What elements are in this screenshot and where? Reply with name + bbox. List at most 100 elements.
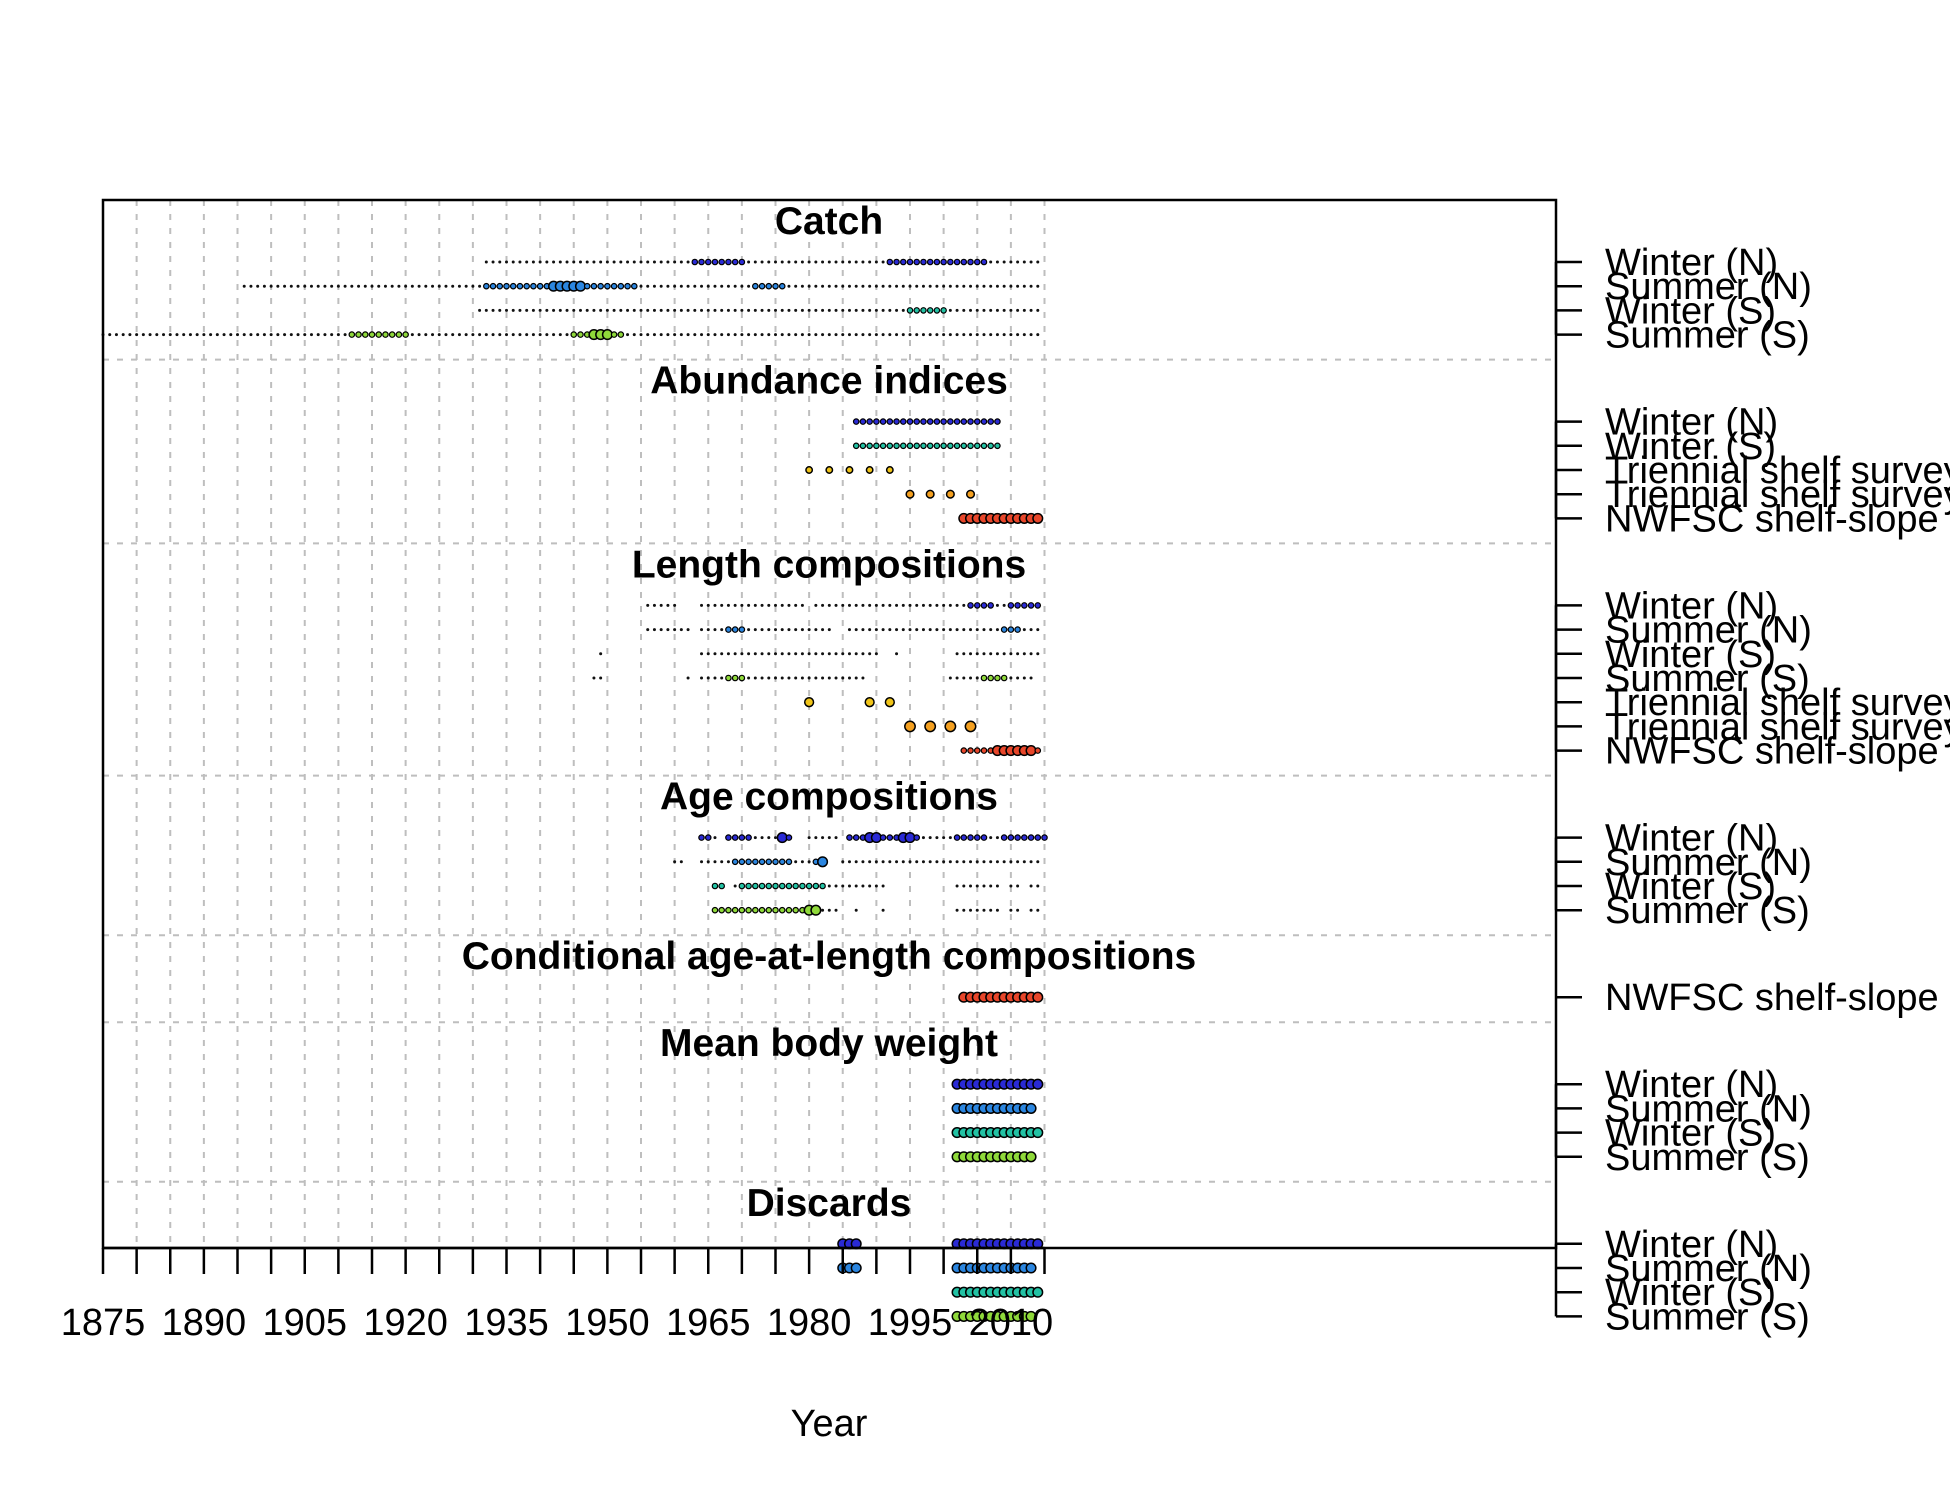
data-point [995,908,999,912]
data-point [471,284,475,288]
section-title-discards: Discards [747,1182,912,1225]
data-point [885,466,894,474]
data-point [821,628,825,632]
data-point [1014,602,1021,609]
data-point [242,284,246,288]
section-title-abundance-indices: Abundance indices [650,360,1008,403]
data-point [155,333,159,337]
data-point [1029,284,1033,288]
data-row-age-compositions-summer-n [673,856,1040,868]
data-point [731,858,739,866]
data-point [841,860,845,864]
data-point [256,333,260,337]
data-point [953,418,961,425]
data-point [854,284,858,288]
data-point [881,860,885,864]
data-point [819,882,826,890]
data-point [994,442,1001,450]
data-point [868,603,872,607]
data-point [747,652,751,656]
data-point [945,489,955,499]
data-point [289,284,293,288]
data-point [738,674,746,682]
data-point [747,284,751,288]
data-point [639,333,643,337]
data-point [960,747,968,754]
data-point [899,418,907,425]
data-point [947,418,954,425]
data-point [565,308,569,312]
data-point [437,284,441,288]
data-point [821,676,825,680]
data-point [108,333,112,337]
data-point [574,280,587,292]
data-point [673,260,677,264]
data-point [955,860,959,864]
data-point [698,834,705,841]
data-point [780,603,784,607]
data-point [973,418,981,425]
data-point [955,628,959,632]
data-point [827,333,831,337]
x-tick-label: 1950 [565,1302,650,1344]
data-point [283,333,287,337]
fleet-label-summer-s: Summer (S) [1605,315,1810,357]
data-point [834,284,838,288]
data-point [915,603,919,607]
data-point [1029,260,1033,264]
data-point [881,260,885,264]
data-point [975,676,979,680]
data-point [202,333,206,337]
data-point [597,282,604,290]
data-point [847,860,851,864]
data-point [841,676,845,680]
data-point [632,308,636,312]
data-point [531,333,535,337]
data-point [800,260,804,264]
data-point [256,284,260,288]
data-point [330,284,334,288]
data-point [659,628,663,632]
data-point [585,308,589,312]
data-point [604,282,611,290]
data-point [980,258,988,266]
data-point [1016,260,1020,264]
data-row-abundance-indices-triennial-shelf-survey-late [905,489,976,499]
data-point [646,628,650,632]
data-point [444,333,448,337]
data-point [854,884,858,888]
data-point [733,284,737,288]
data-point [899,258,907,266]
data-point [821,836,825,840]
data-point [457,333,461,337]
data-row-length-compositions-triennial-shelf-survey-late [904,720,977,733]
data-point [852,418,860,425]
data-point [982,884,986,888]
data-point [989,260,993,264]
data-point [740,308,744,312]
data-point [834,652,838,656]
fleet-label-summer-s: Summer (S) [1605,1137,1810,1179]
data-point [355,331,362,338]
data-point [484,308,488,312]
data-point [141,333,145,337]
data-point [834,308,838,312]
data-point [752,906,759,914]
data-point [982,908,986,912]
data-point [720,860,724,864]
data-point [913,418,921,425]
data-point [1002,308,1006,312]
data-point [973,258,981,266]
data-point [343,333,347,337]
data-point [928,836,932,840]
data-point [780,333,784,337]
data-point [834,333,838,337]
data-point [242,333,246,337]
data-point [942,603,946,607]
data-row-discards-winter-s [951,1286,1044,1298]
data-row-abundance-indices-triennial-shelf-survey-early [805,466,894,474]
fleet-label-summer-s: Summer (S) [1605,1296,1810,1338]
data-point [821,308,825,312]
data-point [989,308,993,312]
data-point [498,308,502,312]
